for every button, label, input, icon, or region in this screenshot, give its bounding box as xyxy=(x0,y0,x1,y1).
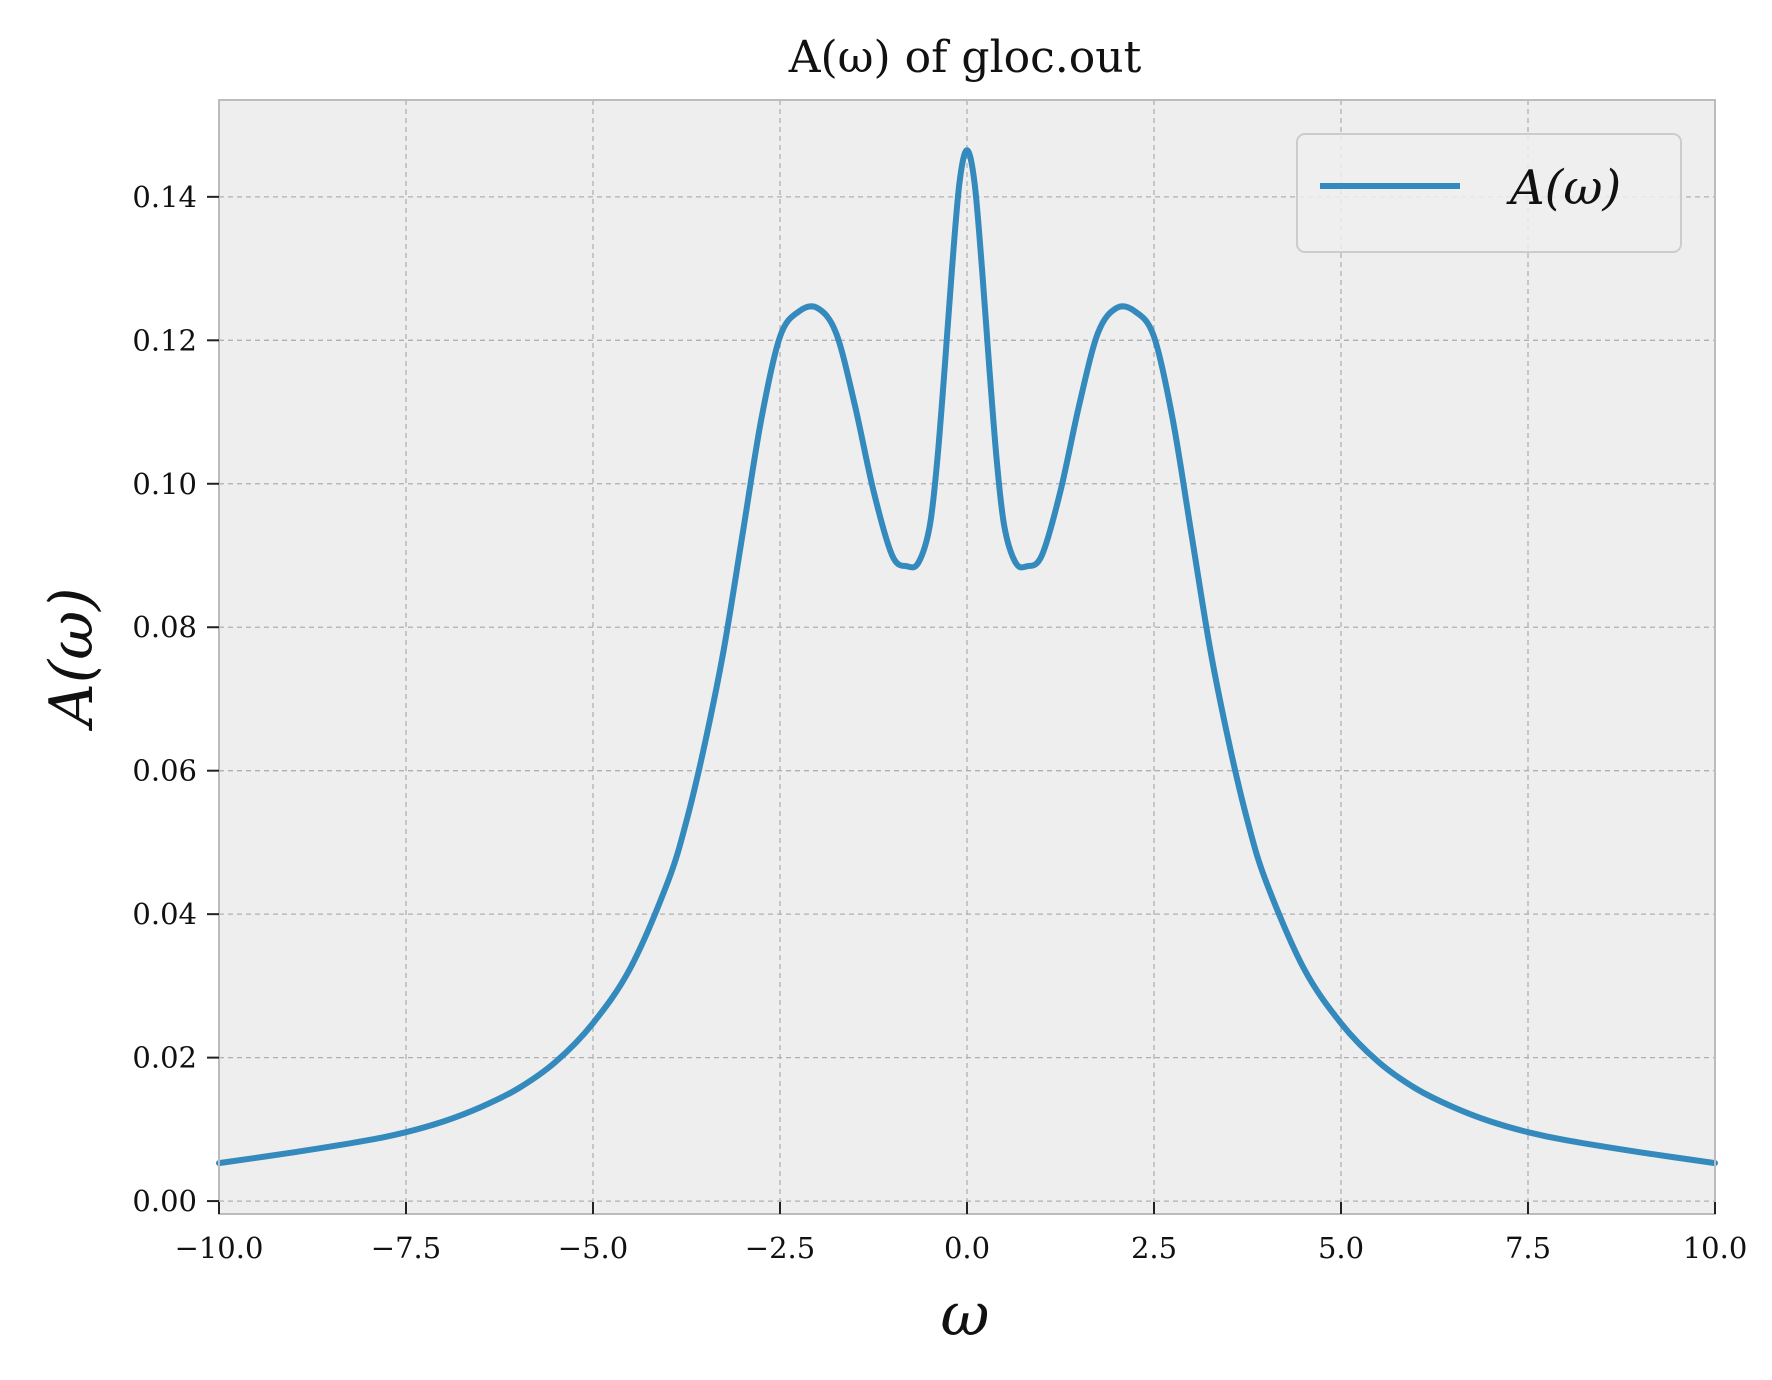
x-axis-label: ω xyxy=(941,1280,990,1350)
x-tick-label: −2.5 xyxy=(745,1231,815,1265)
x-tick-label: 10.0 xyxy=(1683,1231,1748,1265)
legend-label: A(ω) xyxy=(1506,160,1621,216)
x-tick-label: −7.5 xyxy=(371,1231,441,1265)
y-tick-label: 0.08 xyxy=(132,610,197,644)
y-tick-label: 0.04 xyxy=(132,897,197,931)
y-tick-label: 0.10 xyxy=(132,467,197,501)
legend-box xyxy=(1296,133,1682,253)
x-tick-label: 2.5 xyxy=(1131,1231,1177,1265)
y-tick-label: 0.06 xyxy=(132,754,197,788)
x-axis: −10.0 −7.5 −5.0 −2.5 0.0 2.5 5.0 7.5 10.0 xyxy=(175,1202,1748,1265)
y-tick-label: 0.14 xyxy=(132,180,197,214)
legend: A(ω) xyxy=(1296,133,1682,253)
y-axis-label: A(ω) xyxy=(37,587,107,731)
series-layer xyxy=(216,147,1718,1167)
x-tick-label: 7.5 xyxy=(1505,1231,1551,1265)
y-tick-label: 0.12 xyxy=(132,323,197,357)
chart-title: A(ω) of gloc.out xyxy=(788,32,1142,83)
y-tick-label: 0.00 xyxy=(132,1184,197,1218)
x-tick-label: 5.0 xyxy=(1318,1231,1364,1265)
x-tick-label: 0.0 xyxy=(944,1231,990,1265)
x-tick-label: −10.0 xyxy=(175,1231,264,1265)
series-line xyxy=(216,147,1718,1167)
y-axis: 0.00 0.02 0.04 0.06 0.08 0.10 0.12 0.14 xyxy=(132,180,219,1218)
y-tick-label: 0.02 xyxy=(132,1041,197,1075)
x-tick-label: −5.0 xyxy=(558,1231,628,1265)
